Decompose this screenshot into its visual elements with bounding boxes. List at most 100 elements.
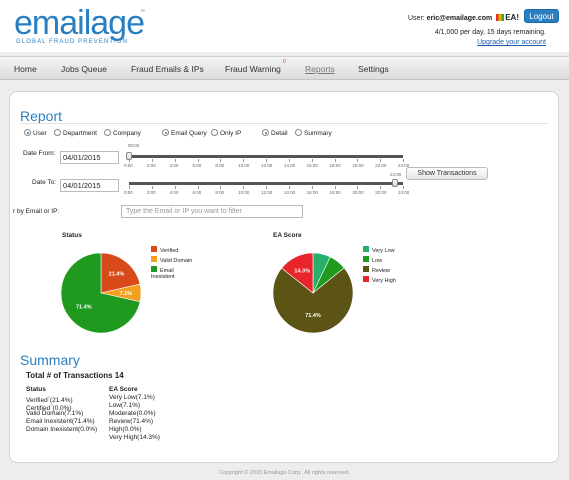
status-legend-email-inexistent: Email Inexistent — [151, 266, 191, 280]
time-tick-mark — [243, 159, 245, 162]
nav-reports[interactable]: Reports — [305, 64, 335, 74]
time-tick-mark — [357, 186, 359, 189]
filter-input[interactable]: Type the Email or IP you want to filter — [121, 205, 303, 218]
nav-home[interactable]: Home — [14, 64, 37, 74]
user-info: User: eric@emailage.com EA! — [408, 13, 519, 22]
summary-status-line: Email Inexistent(71.4%) — [26, 418, 95, 425]
from-time-slider[interactable] — [129, 155, 403, 158]
summary-ea-line: Moderate(0.0%) — [109, 410, 156, 417]
time-tick-label: 24:00 — [398, 190, 410, 195]
radio-company-dot[interactable] — [104, 129, 111, 136]
radio-user-dot[interactable] — [24, 129, 31, 136]
pie-data-label: 7.1% — [120, 291, 133, 297]
pie-data-label: 71.4% — [305, 313, 321, 319]
user-prefix: User: — [408, 15, 427, 22]
legend-swatch — [363, 246, 369, 252]
from-time-readout: 00:00 — [128, 143, 140, 148]
summary-status-line: Verified?(21.4%) — [26, 395, 73, 405]
radio-user[interactable]: User — [24, 129, 47, 137]
legend-label: Very Low — [372, 248, 395, 254]
nav-settings[interactable]: Settings — [358, 64, 389, 74]
pie-slice-review — [272, 267, 354, 334]
to-time-handle[interactable] — [392, 179, 398, 187]
time-tick-label: 14:00 — [283, 190, 296, 195]
radio-detail[interactable]: Detail — [262, 129, 288, 137]
show-transactions-button[interactable]: Show Transactions — [406, 167, 488, 180]
radio-only-ip-dot[interactable] — [211, 129, 218, 136]
summary-title: Summary — [20, 352, 80, 368]
report-panel: Report User Department Company Email Que… — [9, 91, 559, 463]
pie-slice-very-high — [281, 252, 314, 294]
radio-company-label: Company — [113, 130, 141, 137]
fraud-warning-badge: 0 — [283, 59, 286, 65]
footer-copyright: Copyright © 2015 Emailage Corp.. All rig… — [219, 470, 350, 476]
time-tick-mark — [151, 186, 153, 189]
time-tick-label: 0:00 — [124, 163, 133, 168]
time-tick-label: 22:00 — [375, 190, 387, 195]
time-tick-label: 2:00 — [146, 163, 156, 168]
ea-legend-very-low: Very Low — [363, 246, 395, 254]
main-nav: Home Jobs Queue Fraud Emails & IPs Fraud… — [0, 56, 569, 80]
time-tick-mark — [380, 186, 382, 189]
time-tick-label: 4:00 — [169, 190, 179, 195]
radio-email-query[interactable]: Email Query — [162, 129, 207, 137]
time-tick-mark — [151, 159, 153, 162]
time-tick-label: 10:00 — [238, 190, 250, 195]
emailage-logo[interactable]: emailage ™ GLOBAL FRAUD PREVENTION — [14, 6, 145, 45]
radio-detail-label: Detail — [271, 130, 288, 137]
time-tick-label: 20:00 — [352, 190, 364, 195]
date-to-input[interactable]: 04/01/2015 — [60, 179, 119, 192]
date-to-label: Date To: — [32, 179, 57, 186]
logout-button[interactable]: Logout — [524, 9, 559, 23]
summary-status-line: Certified?(0.0%) — [26, 403, 72, 413]
time-tick-mark — [334, 159, 336, 162]
summary-status-line: Valid Domain(7.1%) — [26, 410, 84, 417]
radio-summary-dot[interactable] — [295, 129, 302, 136]
time-tick-mark — [403, 186, 404, 189]
radio-detail-dot[interactable] — [262, 129, 269, 136]
time-tick-mark — [129, 186, 130, 189]
upgrade-link[interactable]: Upgrade your account — [477, 39, 546, 46]
time-tick-mark — [243, 186, 245, 189]
total-transactions: Total # of Transactions 14 — [26, 371, 124, 380]
legend-swatch — [151, 246, 157, 252]
time-tick-mark — [288, 186, 290, 189]
time-tick-label: 0:00 — [124, 190, 133, 195]
user-email: eric@emailage.com — [426, 15, 493, 22]
time-tick-label: 8:00 — [215, 163, 225, 168]
time-tick-label: 12:00 — [261, 190, 273, 195]
radio-email-query-dot[interactable] — [162, 129, 169, 136]
to-time-slider[interactable] — [129, 182, 403, 185]
top-header: emailage ™ GLOBAL FRAUD PREVENTION User:… — [0, 0, 569, 52]
report-title: Report — [20, 108, 63, 124]
date-from-input[interactable]: 04/01/2015 — [60, 151, 119, 164]
time-tick-mark — [266, 159, 267, 162]
summary-ea-line: High(0.0%) — [109, 426, 142, 433]
radio-department[interactable]: Department — [54, 129, 97, 137]
radio-company[interactable]: Company — [104, 129, 141, 137]
summary-ea-head: EA Score — [109, 386, 138, 393]
radio-department-label: Department — [63, 130, 97, 137]
radio-only-ip[interactable]: Only IP — [211, 129, 241, 137]
time-tick-label: 18:00 — [329, 190, 341, 195]
radio-only-ip-label: Only IP — [220, 130, 242, 137]
time-tick-mark — [311, 159, 313, 162]
radio-department-dot[interactable] — [54, 129, 61, 136]
nav-jobs-queue[interactable]: Jobs Queue — [61, 64, 107, 74]
legend-label: Verified — [160, 248, 179, 254]
legend-label: Low — [372, 258, 383, 264]
nav-fraud-emails-ips[interactable]: Fraud Emails & IPs — [131, 64, 204, 74]
nav-fraud-warning[interactable]: Fraud Warning 0 — [225, 59, 286, 74]
radio-summary-label: Summary — [304, 130, 332, 137]
legend-label: Email Inexistent — [151, 268, 175, 280]
radio-user-label: User — [33, 130, 47, 137]
legend-swatch — [363, 276, 369, 282]
ea-chart-title: EA Score — [273, 232, 302, 239]
time-tick-mark — [380, 159, 382, 162]
report-divider — [20, 123, 548, 124]
date-from-label: Date From: — [23, 150, 56, 157]
ea-legend-review: Review — [363, 266, 390, 274]
time-tick-mark — [266, 186, 267, 189]
radio-summary[interactable]: Summary — [295, 129, 332, 137]
time-tick-mark — [174, 186, 176, 189]
